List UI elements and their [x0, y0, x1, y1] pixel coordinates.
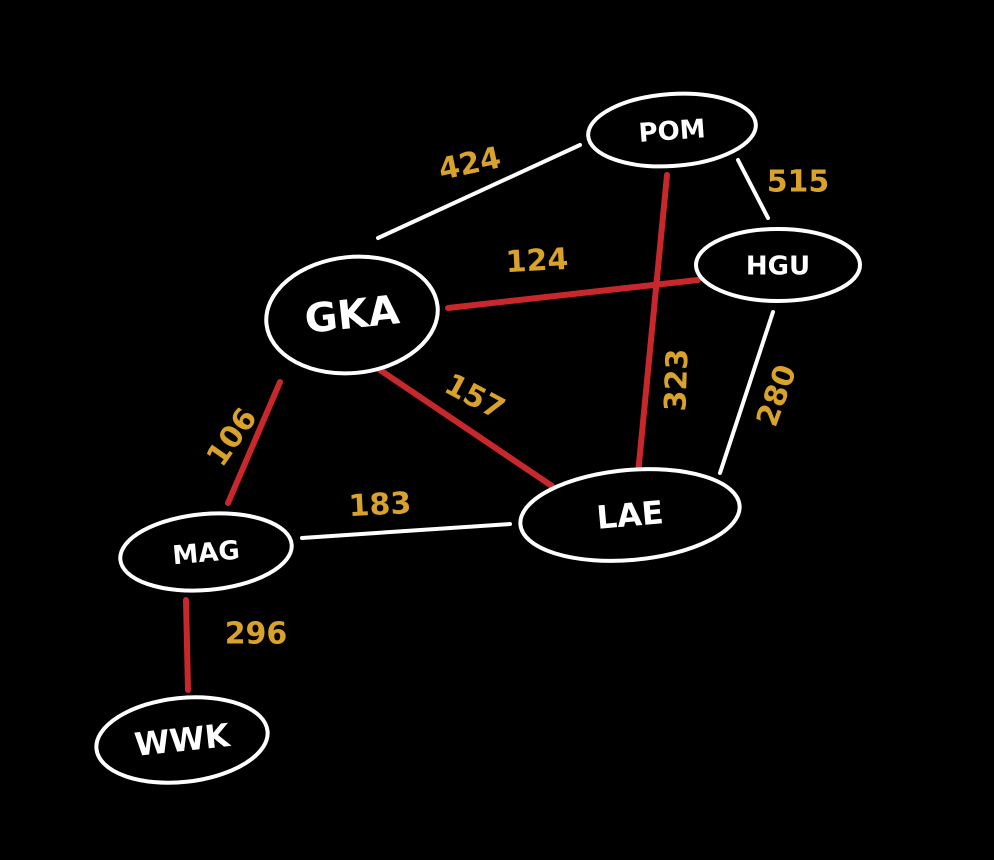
edge-weight-gka-pom: 424 — [436, 140, 505, 187]
node-wwk: WWK — [94, 695, 270, 785]
node-ellipse — [94, 695, 270, 785]
edge-gka-pom — [376, 143, 582, 240]
edge-gka-lae — [377, 367, 555, 489]
edge-weight-pom-lae: 323 — [658, 348, 695, 412]
edge-pom-lae — [635, 172, 670, 477]
node-hgu: HGU — [694, 227, 862, 303]
node-mag: MAG — [118, 511, 294, 593]
edge-weight-mag-lae: 183 — [348, 486, 412, 524]
node-label: HGU — [746, 252, 810, 282]
edge-gka-mag — [225, 379, 283, 506]
node-ellipse — [586, 91, 758, 169]
node-gka: GKA — [264, 254, 440, 376]
edge-weight-pom-hgu: 515 — [767, 165, 830, 200]
edge-weight-mag-wwk: 296 — [225, 617, 288, 652]
edge-weight-hgu-lae: 280 — [750, 360, 804, 431]
node-ellipse — [118, 511, 294, 593]
edge-mag-wwk — [183, 597, 191, 693]
node-pom: POM — [586, 91, 758, 169]
edge-pom-hgu — [736, 158, 770, 220]
node-ellipse — [694, 227, 862, 303]
node-label: MAG — [171, 536, 241, 572]
node-ellipse — [264, 254, 440, 376]
node-label: GKA — [302, 287, 401, 343]
node-label: LAE — [595, 493, 665, 537]
nodes-layer: POM HGU GKA LAE MAG WWK — [94, 91, 862, 785]
node-label: POM — [638, 114, 707, 149]
node-lae: LAE — [518, 467, 742, 563]
edge-hgu-lae — [718, 310, 775, 475]
edges-layer — [183, 143, 775, 693]
edge-weight-gka-hgu: 124 — [505, 242, 569, 280]
edge-gka-hgu — [445, 277, 701, 311]
edge-mag-lae — [300, 522, 512, 540]
node-ellipse — [518, 467, 742, 563]
